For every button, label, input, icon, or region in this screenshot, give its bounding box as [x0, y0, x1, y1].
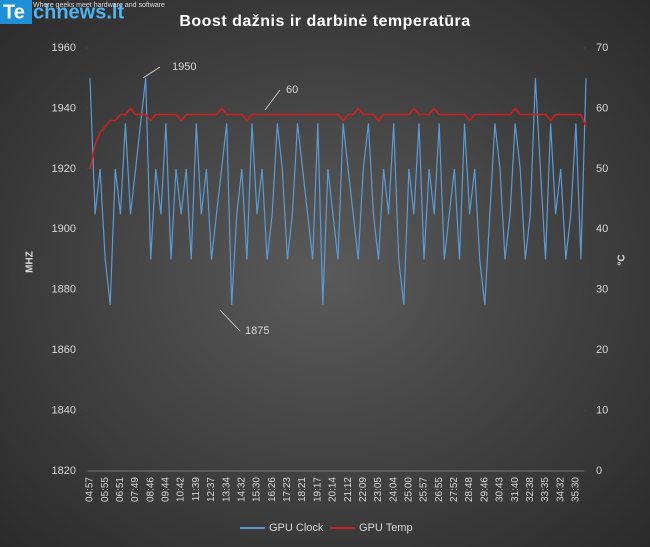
x-tick-label: 12:37: [206, 477, 217, 502]
x-tick-label: 28:48: [464, 477, 475, 502]
series-line: [89, 107, 587, 170]
x-tick-label: 04:57: [85, 477, 96, 502]
x-tick-label: 15:30: [252, 477, 263, 502]
x-tick-label: 08:46: [145, 477, 156, 502]
x-tick-label: 13:34: [221, 477, 232, 502]
legend-label: GPU Temp: [359, 522, 413, 534]
y-tick-label: 1960: [52, 42, 76, 54]
y-tick-label: 1860: [52, 344, 76, 356]
x-tick-label: 05:55: [100, 477, 111, 502]
y2-tick-label: 50: [596, 163, 608, 175]
x-tick-label: 09:44: [161, 477, 172, 502]
x-tick-label: 11:39: [191, 477, 202, 502]
x-tick-label: 26:55: [434, 477, 445, 502]
y-tick-label: 1900: [52, 223, 76, 235]
y2-tick-label: 30: [596, 284, 608, 296]
y-tick-label: 1940: [52, 102, 76, 114]
x-tick-label: 33:35: [540, 477, 551, 502]
x-tick-label: 30:43: [495, 477, 506, 502]
x-tick-label: 25:00: [403, 477, 414, 502]
logo-tagline: Where geeks meet hardware and software: [33, 2, 165, 9]
x-tick-label: 24:04: [388, 477, 399, 502]
y-tick-label: 1820: [52, 465, 76, 477]
series-line: [89, 78, 587, 305]
x-tick-label: 10:42: [176, 477, 187, 502]
x-tick-label: 34:32: [555, 477, 566, 502]
annotation-leader: [142, 66, 161, 79]
x-tick-label: 17:23: [282, 477, 293, 502]
x-tick-label: 31:40: [510, 477, 521, 502]
x-tick-label: 16:26: [267, 477, 278, 502]
x-tick-label: 14:32: [236, 477, 247, 502]
x-tick-label: 35:30: [571, 477, 582, 502]
y2-tick-label: 0: [596, 465, 602, 477]
y2-tick-label: 70: [596, 42, 608, 54]
x-tick-label: 25:57: [419, 477, 430, 502]
x-tick-label: 19:17: [312, 477, 323, 502]
x-tick-label: 22:09: [358, 477, 369, 502]
y2-tick-label: 40: [596, 223, 608, 235]
annotation-leader: [264, 89, 281, 111]
logo-mark: Te: [3, 1, 25, 23]
x-tick-label: 29:46: [479, 477, 490, 502]
x-tick-label: 06:51: [115, 477, 126, 502]
y-axis-label: MHZ: [25, 251, 36, 273]
y2-tick-label: 10: [596, 404, 608, 416]
y-tick-label: 1840: [52, 404, 76, 416]
x-tick-label: 23:05: [373, 477, 384, 502]
annotation: 1950: [172, 61, 196, 73]
x-tick-label: 07:49: [130, 477, 141, 502]
x-tick-label: 20:14: [328, 477, 339, 502]
annotation-leader: [219, 309, 241, 332]
x-tick-label: 21:12: [343, 477, 354, 502]
annotation: 60: [286, 84, 298, 96]
y2-tick-label: 20: [596, 344, 608, 356]
y2-tick-label: 60: [596, 102, 608, 114]
annotation: 1875: [245, 325, 269, 337]
legend-label: GPU Clock: [269, 522, 324, 534]
chart-title: Boost dažnis ir darbinė temperatūra: [179, 13, 470, 30]
y-tick-label: 1920: [52, 163, 76, 175]
x-tick-label: 32:38: [525, 477, 536, 502]
y2-axis-label: °C: [617, 254, 628, 265]
y-tick-label: 1880: [52, 284, 76, 296]
x-tick-label: 18:21: [297, 477, 308, 502]
x-tick-label: 27:52: [449, 477, 460, 502]
logo-text: chnews.lt: [33, 1, 124, 23]
logo-box: [0, 0, 32, 24]
